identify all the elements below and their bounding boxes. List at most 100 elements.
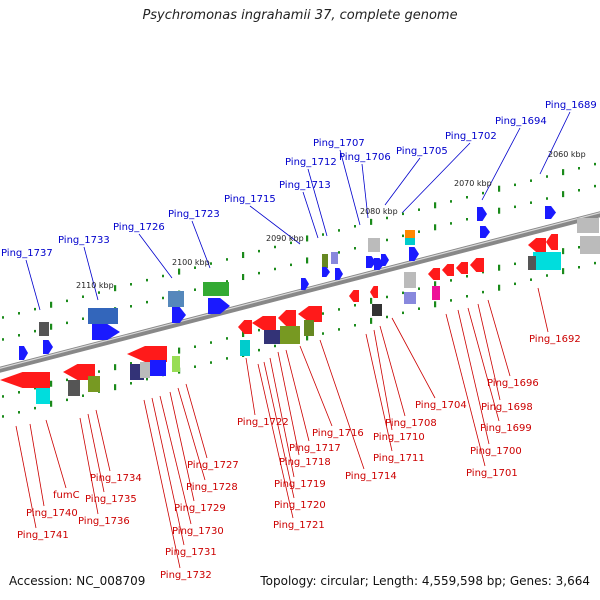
scale-tick bbox=[66, 398, 68, 402]
reverse-gene-arrow[interactable] bbox=[238, 320, 252, 334]
bottom-gene-label[interactable]: Ping_1698 bbox=[481, 402, 533, 413]
forward-gene-arrow[interactable] bbox=[172, 307, 186, 323]
top-gene-label[interactable]: Ping_1705 bbox=[396, 146, 448, 157]
top-gene-label[interactable]: Ping_1723 bbox=[168, 209, 220, 220]
bottom-gene-label[interactable]: Ping_1722 bbox=[237, 417, 289, 428]
forward-gene-arrow[interactable] bbox=[545, 206, 556, 219]
forward-gene-box[interactable] bbox=[405, 230, 415, 238]
forward-gene-arrow[interactable] bbox=[480, 226, 490, 238]
top-gene-label[interactable]: Ping_1706 bbox=[339, 152, 391, 163]
bottom-gene-label[interactable]: Ping_1735 bbox=[85, 494, 137, 505]
top-gene-label[interactable]: Ping_1737 bbox=[1, 248, 53, 259]
bottom-gene-label[interactable]: Ping_1714 bbox=[345, 471, 397, 482]
forward-gene-box[interactable] bbox=[331, 252, 338, 264]
bottom-gene-label[interactable]: Ping_1732 bbox=[160, 570, 212, 581]
reverse-gene-box[interactable] bbox=[150, 360, 166, 376]
reverse-gene-box[interactable] bbox=[304, 320, 314, 336]
bottom-gene-label[interactable]: fumC bbox=[53, 490, 80, 501]
bottom-gene-label[interactable]: Ping_1731 bbox=[165, 547, 217, 558]
forward-gene-arrow[interactable] bbox=[322, 267, 330, 277]
forward-gene-arrow[interactable] bbox=[477, 207, 487, 221]
reverse-gene-arrow[interactable] bbox=[252, 316, 276, 330]
forward-gene-arrow[interactable] bbox=[208, 298, 230, 314]
forward-gene-arrow[interactable] bbox=[366, 256, 376, 268]
bottom-gene-label[interactable]: Ping_1719 bbox=[274, 479, 326, 490]
reverse-gene-box[interactable] bbox=[580, 236, 600, 254]
bottom-gene-label[interactable]: Ping_1728 bbox=[186, 482, 238, 493]
reverse-gene-arrow[interactable] bbox=[370, 286, 378, 298]
reverse-gene-box[interactable] bbox=[280, 326, 300, 344]
top-gene-label[interactable]: Ping_1689 bbox=[545, 100, 597, 111]
forward-gene-box[interactable] bbox=[88, 308, 118, 324]
forward-gene-box[interactable] bbox=[39, 322, 49, 336]
reverse-gene-arrow[interactable] bbox=[0, 372, 50, 388]
reverse-gene-box[interactable] bbox=[404, 272, 416, 288]
bottom-gene-label[interactable]: Ping_1692 bbox=[529, 334, 581, 345]
reverse-gene-arrow[interactable] bbox=[528, 238, 546, 252]
reverse-gene-arrow[interactable] bbox=[298, 306, 322, 322]
bottom-gene-label[interactable]: Ping_1720 bbox=[274, 500, 326, 511]
forward-gene-arrow[interactable] bbox=[409, 247, 419, 261]
bottom-gene-label[interactable]: Ping_1741 bbox=[17, 530, 69, 541]
forward-gene-arrow[interactable] bbox=[301, 278, 309, 290]
reverse-gene-box[interactable] bbox=[172, 356, 180, 372]
bottom-gene-label[interactable]: Ping_1721 bbox=[273, 520, 325, 531]
bottom-gene-label[interactable]: Ping_1700 bbox=[470, 446, 522, 457]
reverse-gene-arrow[interactable] bbox=[127, 346, 167, 362]
reverse-gene-box[interactable] bbox=[68, 380, 80, 396]
reverse-gene-arrow[interactable] bbox=[349, 290, 359, 302]
top-gene-label[interactable]: Ping_1712 bbox=[285, 157, 337, 168]
bottom-gene-label[interactable]: Ping_1716 bbox=[312, 428, 364, 439]
bottom-gene-label[interactable]: Ping_1699 bbox=[480, 423, 532, 434]
forward-gene-box[interactable] bbox=[577, 218, 599, 233]
bottom-gene-label[interactable]: Ping_1734 bbox=[90, 473, 142, 484]
reverse-gene-arrow[interactable] bbox=[278, 310, 296, 326]
top-gene-label[interactable]: Ping_1702 bbox=[445, 131, 497, 142]
bottom-gene-label[interactable]: Ping_1710 bbox=[373, 432, 425, 443]
forward-gene-box[interactable] bbox=[368, 238, 380, 252]
reverse-gene-box[interactable] bbox=[372, 304, 382, 316]
bottom-gene-label[interactable]: Ping_1730 bbox=[172, 526, 224, 537]
bottom-gene-label[interactable]: Ping_1704 bbox=[415, 400, 467, 411]
forward-gene-arrow[interactable] bbox=[19, 346, 28, 360]
bottom-gene-label[interactable]: Ping_1701 bbox=[466, 468, 518, 479]
top-gene-label[interactable]: Ping_1707 bbox=[313, 138, 365, 149]
forward-gene-box[interactable] bbox=[322, 254, 328, 268]
bottom-gene-label[interactable]: Ping_1717 bbox=[289, 443, 341, 454]
reverse-gene-box[interactable] bbox=[88, 376, 100, 392]
reverse-gene-arrow[interactable] bbox=[63, 364, 95, 380]
forward-gene-arrow[interactable] bbox=[381, 254, 389, 266]
reverse-gene-box[interactable] bbox=[36, 388, 50, 404]
reverse-gene-arrow[interactable] bbox=[428, 268, 440, 280]
bottom-gene-label[interactable]: Ping_1729 bbox=[174, 503, 226, 514]
forward-gene-box[interactable] bbox=[203, 282, 229, 296]
forward-gene-box[interactable] bbox=[168, 291, 184, 307]
reverse-gene-arrow[interactable] bbox=[456, 262, 468, 274]
top-gene-label[interactable]: Ping_1715 bbox=[224, 194, 276, 205]
bottom-gene-label[interactable]: Ping_1708 bbox=[385, 418, 437, 429]
reverse-gene-arrow[interactable] bbox=[442, 264, 454, 276]
top-gene-label[interactable]: Ping_1694 bbox=[495, 116, 547, 127]
bottom-gene-label[interactable]: Ping_1696 bbox=[487, 378, 539, 389]
reverse-gene-box[interactable] bbox=[404, 292, 416, 304]
bottom-gene-label[interactable]: Ping_1718 bbox=[279, 457, 331, 468]
top-gene-label[interactable]: Ping_1733 bbox=[58, 235, 110, 246]
reverse-gene-box[interactable] bbox=[528, 256, 536, 270]
reverse-gene-box[interactable] bbox=[140, 362, 150, 378]
bottom-gene-label[interactable]: Ping_1711 bbox=[373, 453, 425, 464]
reverse-gene-box[interactable] bbox=[432, 286, 440, 300]
top-gene-label[interactable]: Ping_1726 bbox=[113, 222, 165, 233]
forward-gene-arrow[interactable] bbox=[43, 340, 53, 354]
reverse-gene-box[interactable] bbox=[264, 330, 280, 344]
bottom-gene-label[interactable]: Ping_1727 bbox=[187, 460, 239, 471]
forward-gene-arrow[interactable] bbox=[92, 324, 120, 340]
bottom-gene-label[interactable]: Ping_1736 bbox=[78, 516, 130, 527]
reverse-gene-box[interactable] bbox=[533, 252, 561, 270]
forward-gene-box[interactable] bbox=[405, 238, 415, 245]
reverse-gene-arrow[interactable] bbox=[546, 234, 558, 250]
forward-gene-arrow[interactable] bbox=[335, 268, 343, 280]
reverse-gene-box[interactable] bbox=[240, 340, 250, 356]
reverse-gene-arrow[interactable] bbox=[470, 258, 484, 272]
top-gene-label[interactable]: Ping_1713 bbox=[279, 180, 331, 191]
bottom-gene-label[interactable]: Ping_1740 bbox=[26, 508, 78, 519]
